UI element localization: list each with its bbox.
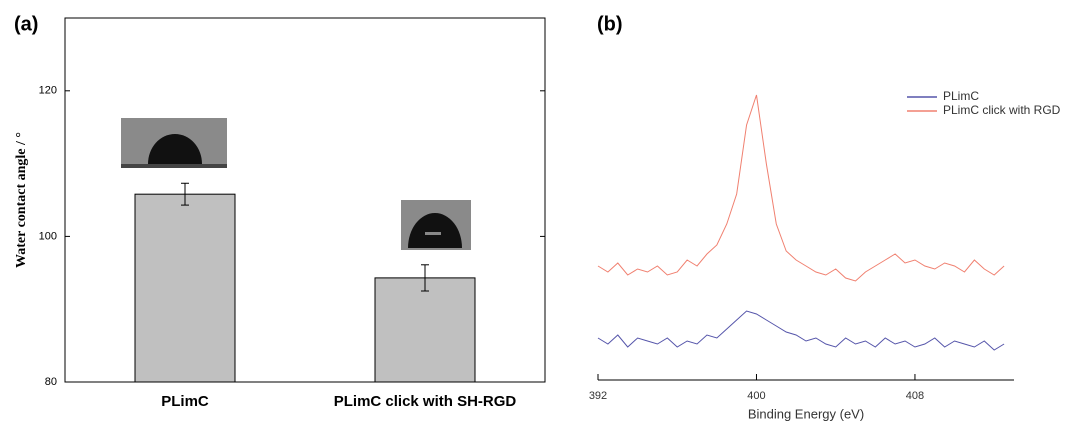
legend-label: PLimC click with RGD [943, 103, 1061, 117]
legend-label: PLimC [943, 89, 979, 103]
bar [134, 193, 236, 383]
y-tick-label: 120 [39, 85, 57, 97]
x-tick-label: PLimC [161, 393, 209, 410]
inset-droplet-2 [401, 200, 471, 250]
series-line [597, 310, 1005, 351]
series-line [597, 94, 1005, 282]
plot-frame [64, 17, 546, 383]
x-tick-label: 408 [906, 390, 924, 402]
x-axis-label: Binding Energy (eV) [748, 406, 864, 421]
bar [374, 277, 476, 383]
panel-b-title: (b) [597, 13, 623, 35]
y-axis-label: Water contact angle / ° [14, 132, 29, 268]
y-tick-label: 80 [45, 376, 57, 388]
inset-droplet-1 [121, 118, 227, 168]
x-tick-label: PLimC click with SH-RGD [334, 393, 517, 410]
x-tick-label: 400 [747, 390, 765, 402]
x-tick-label: 392 [589, 390, 607, 402]
y-tick-label: 100 [39, 230, 57, 242]
panel-a-title: (a) [14, 13, 38, 35]
